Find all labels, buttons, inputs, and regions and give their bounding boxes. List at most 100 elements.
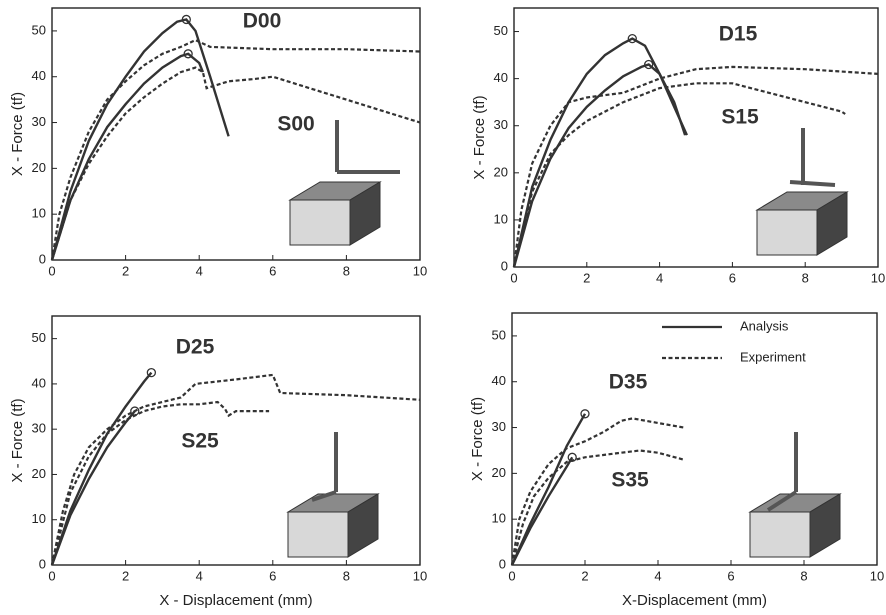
curve-label: D15 (719, 23, 758, 46)
y-tick-label: 20 (494, 164, 508, 179)
panel: 0 2 4 6 8 10 0 10 20 30 40 50 X - Force (tf) D00 S00 (9, 7, 427, 278)
x-tick-label: 6 (729, 270, 736, 285)
analysis-line (50, 52, 205, 261)
legend-label: Analysis (740, 318, 789, 333)
x-tick-label: 0 (48, 263, 55, 278)
plot-frame (511, 312, 878, 566)
x-tick-label: 4 (196, 568, 203, 583)
x-tick-label: 2 (583, 270, 590, 285)
plot-frame (51, 315, 421, 566)
load-arrow (766, 490, 798, 512)
x-tick-label: 2 (122, 568, 129, 583)
cube-front (756, 209, 818, 256)
curve-label: S25 (181, 430, 219, 453)
curve-label: D00 (243, 10, 282, 33)
x-tick-label: 4 (654, 568, 661, 583)
y-tick-label: 10 (492, 511, 506, 526)
analysis-line (510, 456, 574, 566)
y-tick-label: 10 (32, 511, 46, 526)
y-tick-label: 40 (494, 70, 508, 85)
analysis-line (512, 37, 688, 268)
y-tick-label: 20 (32, 160, 46, 175)
peak-marker (580, 409, 590, 419)
x-tick-label: 2 (122, 263, 129, 278)
plot-frame (51, 7, 421, 261)
legend-label: Experiment (740, 349, 806, 364)
x-tick-label: 2 (581, 568, 588, 583)
y-axis-label: X - Force (tf) (471, 95, 488, 179)
y-tick-label: 30 (32, 114, 46, 129)
y-tick-label: 0 (499, 556, 506, 571)
y-tick-label: 30 (492, 419, 506, 434)
curve-label: S00 (277, 113, 314, 136)
curve-label: D25 (176, 336, 215, 359)
plot-frame (513, 7, 879, 268)
x-tick-label: 0 (510, 270, 517, 285)
cube-front (749, 511, 811, 558)
x-tick-label: 10 (870, 568, 884, 583)
y-tick-label: 20 (32, 466, 46, 481)
curve-label: S15 (721, 106, 759, 129)
experiment-line (510, 417, 684, 566)
y-tick-label: 50 (32, 330, 46, 345)
panel: 0 2 4 6 8 10 0 10 20 30 40 50 X - Force (tf) X-Displa… (469, 312, 884, 609)
peak-marker (627, 33, 637, 44)
peak-marker (181, 14, 191, 25)
y-tick-label: 40 (32, 68, 46, 83)
peak-marker (644, 59, 654, 70)
peak-marker (183, 49, 193, 59)
x-axis-label: X-Displacement (mm) (622, 592, 767, 609)
x-tick-label: 8 (800, 568, 807, 583)
analysis-line (510, 413, 587, 566)
y-axis-label: X - Force (tf) (9, 398, 26, 482)
cube-front (289, 199, 351, 246)
curve-label: D35 (609, 371, 648, 394)
experiment-line (50, 38, 421, 261)
peak-marker (567, 452, 577, 462)
panel: 0 2 4 6 8 10 0 10 20 30 40 50 X - Force (tf) D15 S15 (471, 7, 885, 285)
x-tick-label: 4 (656, 270, 663, 285)
x-tick-label: 10 (413, 568, 427, 583)
y-tick-label: 10 (494, 211, 508, 226)
curve-label: S35 (611, 469, 649, 492)
experiment-line (50, 400, 270, 566)
x-tick-label: 0 (508, 568, 515, 583)
x-tick-label: 10 (871, 270, 885, 285)
cube-front (287, 511, 349, 558)
x-axis-label: X - Displacement (mm) (159, 592, 312, 609)
peak-marker (146, 367, 157, 378)
analysis-line (50, 18, 230, 261)
x-tick-label: 10 (413, 263, 427, 278)
x-tick-label: 6 (727, 568, 734, 583)
panel: 0 2 4 6 8 10 0 10 20 30 40 50 X - Force (tf) X - Disp… (9, 315, 427, 609)
y-axis-label: X - Force (tf) (9, 92, 26, 176)
x-tick-label: 8 (343, 263, 350, 278)
load-arrow (789, 180, 836, 187)
experiment-line (50, 66, 421, 261)
y-tick-label: 0 (39, 251, 46, 266)
y-tick-label: 0 (39, 556, 46, 571)
experiment-line (510, 449, 684, 566)
y-axis-label: X - Force (tf) (469, 397, 486, 481)
load-arrow (311, 490, 337, 502)
y-tick-label: 20 (492, 465, 506, 480)
y-tick-label: 40 (32, 375, 46, 390)
experiment-line (512, 82, 846, 268)
y-tick-label: 30 (32, 421, 46, 436)
x-tick-label: 8 (802, 270, 809, 285)
y-tick-label: 50 (494, 23, 508, 38)
y-tick-label: 0 (501, 258, 508, 273)
x-tick-label: 6 (269, 263, 276, 278)
x-tick-label: 4 (196, 263, 203, 278)
y-tick-label: 40 (492, 373, 506, 388)
y-tick-label: 10 (32, 206, 46, 221)
experiment-line (512, 65, 879, 268)
analysis-line (50, 410, 136, 566)
y-tick-label: 50 (492, 327, 506, 342)
peak-marker (130, 406, 140, 416)
x-tick-label: 6 (269, 568, 276, 583)
analysis-line (50, 371, 153, 566)
x-tick-label: 0 (48, 568, 55, 583)
x-tick-label: 8 (343, 568, 350, 583)
